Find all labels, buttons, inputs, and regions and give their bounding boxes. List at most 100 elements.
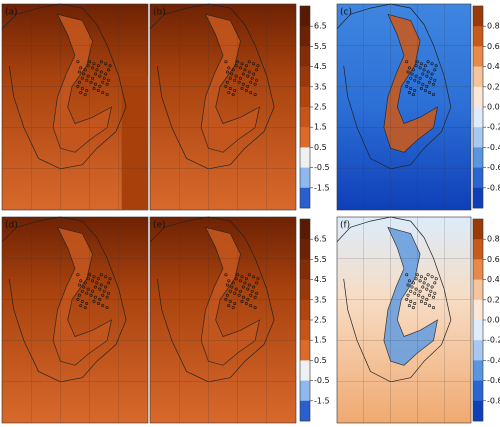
lake [247, 273, 251, 277]
lake [80, 289, 84, 293]
lake [250, 76, 254, 80]
panel-label: (b) [153, 8, 166, 18]
lake [253, 306, 257, 310]
lake [96, 301, 100, 305]
panel-label: (c) [340, 8, 352, 18]
map-panel: (f) [336, 216, 472, 424]
lake [83, 306, 87, 310]
colorbar-band [300, 279, 310, 301]
lake [246, 74, 250, 78]
colorbar-band [473, 219, 483, 240]
lake [88, 60, 92, 64]
colorbar-tick-label: 2.5 [314, 316, 327, 325]
lake [426, 273, 430, 277]
colorbar-band [300, 46, 310, 67]
lake [93, 285, 97, 289]
lake [414, 277, 418, 281]
lake [102, 289, 106, 293]
colorbar-tick-label: 5.5 [314, 42, 327, 51]
lake [233, 301, 237, 305]
lake [411, 93, 415, 97]
lake [93, 295, 97, 299]
lake [243, 281, 247, 285]
lake [417, 80, 421, 84]
colorbar-tick-label: 0.40 [487, 62, 500, 71]
coastline [149, 3, 275, 170]
colorbar-band [473, 26, 483, 47]
lake [92, 62, 96, 66]
lake [236, 273, 240, 277]
lake [421, 295, 425, 299]
lake [433, 291, 437, 295]
lake [425, 287, 429, 291]
lake [227, 304, 231, 308]
coastline [336, 3, 452, 170]
lake [85, 291, 89, 295]
lake [247, 70, 251, 74]
lake [92, 299, 96, 303]
lake [231, 68, 235, 72]
lake [426, 60, 430, 64]
lake [246, 84, 250, 88]
lake [80, 87, 84, 91]
lake [91, 289, 95, 293]
colorbar-tick-label: -0.40 [487, 143, 500, 152]
lake [86, 74, 90, 78]
colorbar-band [300, 299, 310, 321]
lake [427, 91, 431, 95]
lake [431, 306, 435, 310]
lake [82, 285, 86, 289]
map-panel: (d) [1, 216, 149, 424]
colorbar-band [300, 219, 310, 240]
lake [241, 295, 245, 299]
colorbar-band [473, 86, 483, 108]
lake [433, 281, 437, 285]
colorbar-tick-label: -0.80 [487, 183, 500, 192]
lake [80, 76, 84, 80]
colorbar-band [473, 279, 483, 301]
lake [421, 82, 425, 86]
lake [107, 68, 111, 72]
colorbar-tick-label: 0.60 [487, 42, 500, 51]
lake [104, 275, 108, 279]
lake [421, 72, 425, 76]
lake [91, 66, 95, 70]
lake [96, 64, 100, 68]
colorbar-band [300, 380, 310, 402]
lake [241, 72, 245, 76]
lake [407, 91, 411, 95]
lake [433, 78, 437, 82]
map-panel: (b) [149, 3, 297, 211]
colorbar-band [473, 380, 483, 402]
lake [406, 80, 410, 84]
lake [425, 84, 429, 88]
lake [406, 283, 410, 287]
lake [407, 279, 411, 283]
colorbar-band [300, 340, 310, 361]
lake [252, 285, 256, 289]
lake [240, 87, 244, 91]
lake [105, 295, 109, 299]
lake [411, 281, 415, 285]
lake [430, 275, 434, 279]
lake [237, 80, 241, 84]
lake [91, 76, 95, 80]
lake [234, 287, 238, 291]
lake [426, 283, 430, 287]
lake [413, 78, 417, 82]
colorbar-band [473, 167, 483, 189]
lake [224, 297, 228, 301]
colorbar-band [300, 320, 310, 341]
lake [99, 60, 103, 64]
lake [234, 64, 238, 68]
lake [407, 66, 411, 70]
lake [88, 273, 92, 277]
lake [246, 297, 250, 301]
lake [415, 60, 419, 64]
lake [247, 283, 251, 287]
lake [255, 291, 259, 295]
lake [239, 289, 243, 293]
lake [230, 285, 234, 289]
lake [406, 70, 410, 74]
